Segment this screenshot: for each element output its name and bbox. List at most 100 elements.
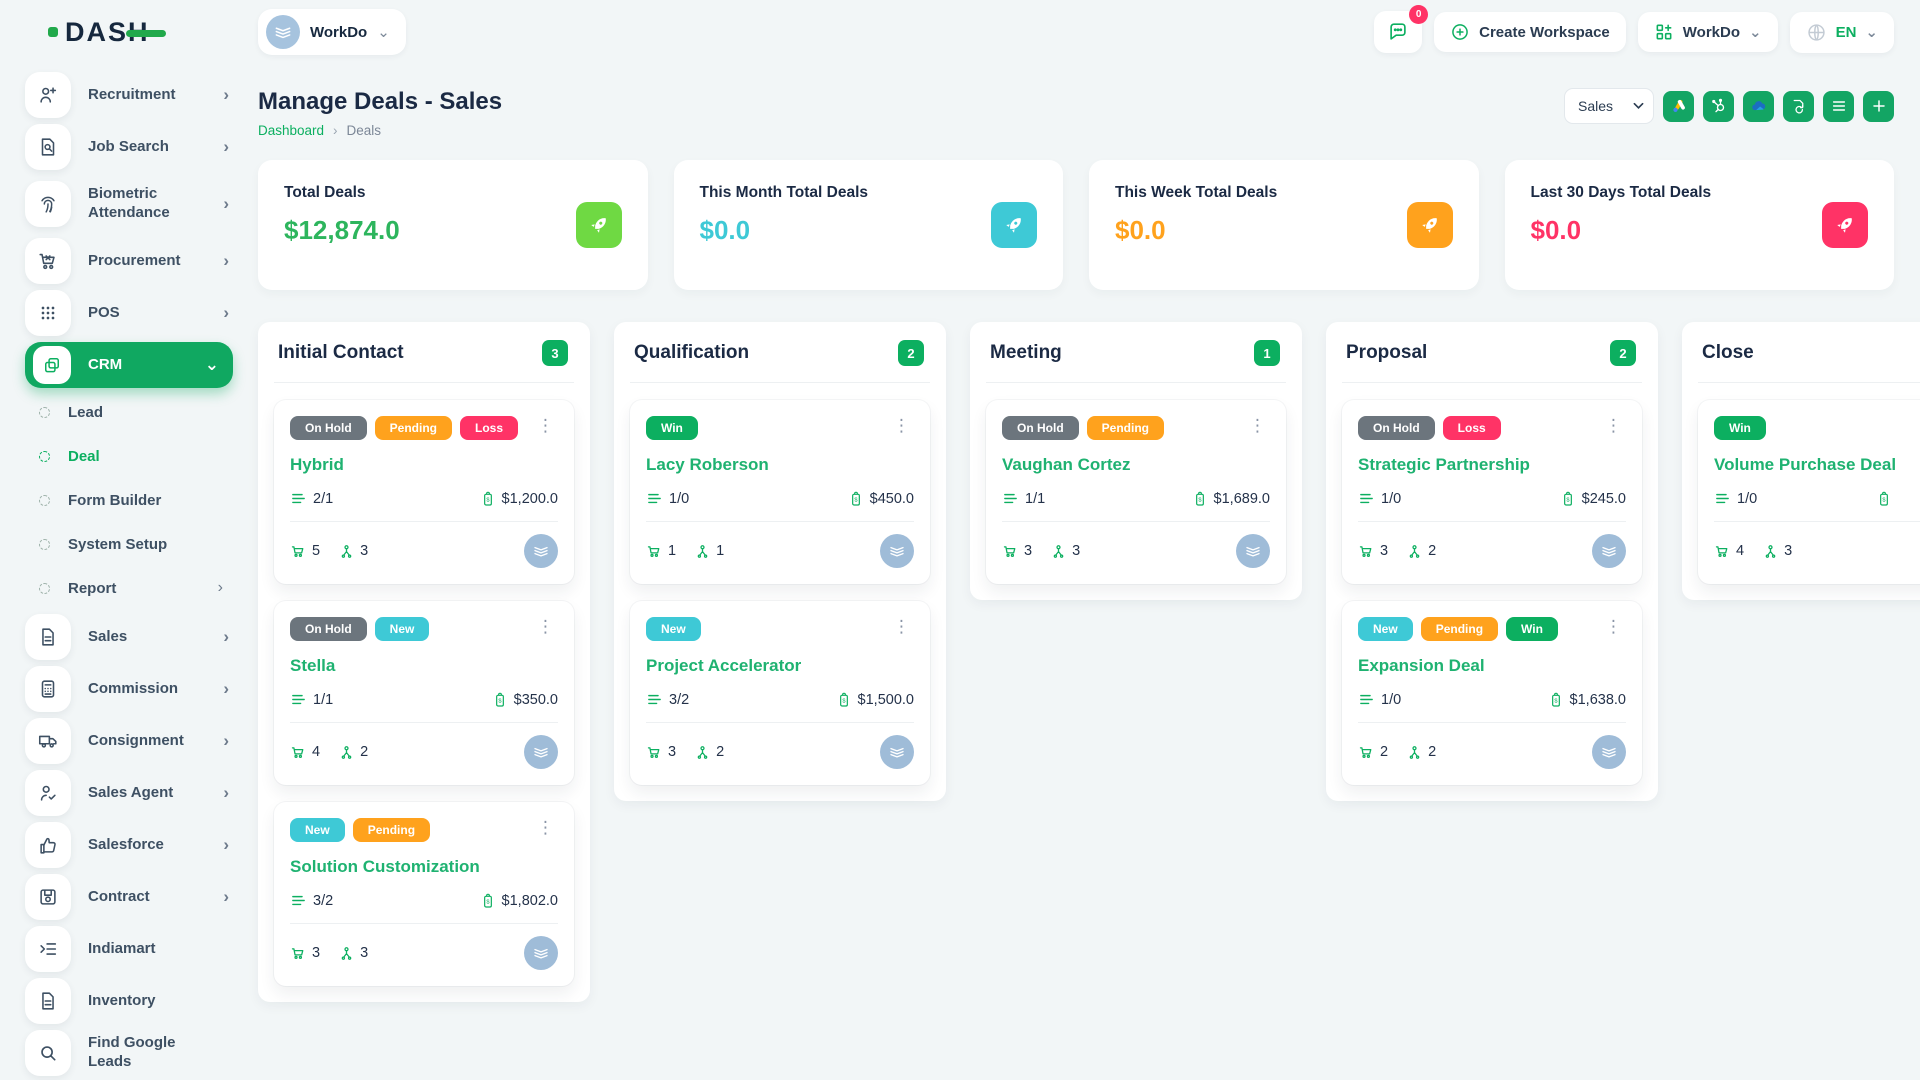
sidebar-item-commission[interactable]: Commission › [25,666,233,712]
sidebar-item-sales-agent[interactable]: Sales Agent › [25,770,233,816]
column-count-badge: 3 [542,340,568,366]
card-menu-button[interactable]: ⋮ [1605,617,1622,636]
logo-dash-bar [125,29,166,37]
sidebar-item-job-search[interactable]: Job Search › [25,124,233,170]
deal-value: $1,802.0 [501,892,558,909]
workspace-switcher[interactable]: WorkDo ⌄ [258,9,406,55]
deal-title-link[interactable]: Expansion Deal [1358,656,1485,675]
deal-title-link[interactable]: Lacy Roberson [646,455,769,474]
card-menu-button[interactable]: ⋮ [893,617,910,636]
sidebar-item-consignment[interactable]: Consignment › [25,718,233,764]
tasks-icon [1360,493,1373,504]
deal-products-count: 4 [1736,543,1745,559]
svg-text:$: $ [1882,497,1886,503]
deal-tasks-count: 3/2 [669,691,690,708]
users-icon [1409,544,1420,558]
sidebar-subitem-report[interactable]: Report › [39,570,233,606]
workdo-apps-menu[interactable]: WorkDo ⌄ [1637,12,1778,52]
card-menu-button[interactable]: ⋮ [537,617,554,636]
sidebar-item-procurement[interactable]: Procurement › [25,238,233,284]
deal-users-count: 2 [360,744,369,760]
deal-card[interactable]: Win ⋮ Lacy Roberson 1/0 $ $450.0 1 1 [630,400,930,584]
sidebar-item-inventory[interactable]: Inventory [25,978,233,1024]
deal-card[interactable]: New Pending Win ⋮ Expansion Deal 1/0 $ $1… [1342,601,1642,785]
onedrive-button[interactable] [1743,90,1774,122]
sidebar-item-crm[interactable]: CRM ⌄ [25,342,233,388]
sidebar-subitem-lead[interactable]: Lead [39,394,233,430]
deal-card[interactable]: New ⋮ Project Accelerator 3/2 $ $1,500.0 … [630,601,930,785]
sidebar-item-contract[interactable]: Contract › [25,874,233,920]
main-content: Manage Deals - Sales Dashboard › Deals S… [258,64,1920,1080]
deal-card[interactable]: On Hold Pending ⋮ Vaughan Cortez 1/1 $ $1… [986,400,1286,584]
calculator-icon [25,666,71,712]
sidebar-item-salesforce[interactable]: Salesforce › [25,822,233,868]
card-menu-button[interactable]: ⋮ [537,818,554,837]
deal-users-count: 2 [1428,543,1437,559]
breadcrumb-dashboard-link[interactable]: Dashboard [258,123,325,138]
pipeline-select[interactable]: Sales [1564,88,1654,124]
card-menu-button[interactable]: ⋮ [893,416,910,435]
add-deal-button[interactable] [1863,90,1894,122]
app-logo[interactable]: DASH [0,17,258,48]
deal-title-link[interactable]: Stella [290,656,336,675]
deal-title-link[interactable]: Solution Customization [290,857,480,876]
deal-card[interactable]: New Pending ⋮ Solution Customization 3/2… [274,802,574,986]
deal-title-link[interactable]: Vaughan Cortez [1002,455,1131,474]
page-title: Manage Deals - Sales [258,88,503,115]
pipeline-select-input[interactable]: Sales [1565,89,1653,123]
deal-title-link[interactable]: Strategic Partnership [1358,455,1530,474]
stat-value: $0.0 [699,215,751,245]
deal-status-tag: Pending [374,416,453,440]
sidebar-subitem-system-setup[interactable]: System Setup [39,526,233,562]
deal-title-link[interactable]: Hybrid [290,455,344,474]
sidebar-item-recruitment[interactable]: Recruitment › [25,72,233,118]
chevron-down-icon: ⌄ [377,23,390,41]
sidebar-item-biometric-attendance[interactable]: Biometric Attendance › [25,176,233,232]
messages-button[interactable]: 0 [1374,5,1429,53]
stat-label: Last 30 Days Total Deals [1530,184,1712,201]
sidebar-subitem-label: Report [68,579,117,597]
svg-text:$: $ [486,497,490,503]
stat-card-total-deals: Total Deals $12,874.0 [258,160,648,290]
sidebar-subitem-deal[interactable]: Deal [39,438,233,474]
deal-status-tag: On Hold [1002,416,1079,440]
price-tag-icon: $ [851,491,860,506]
svg-text:$: $ [1566,497,1570,503]
stat-card-week-deals: This Week Total Deals $0.0 [1089,160,1479,290]
deal-title-link[interactable]: Project Accelerator [646,656,802,675]
sidebar-item-find-google-leads[interactable]: Find Google Leads [25,1030,233,1076]
sidebar-item-pos[interactable]: POS › [25,290,233,336]
deal-card[interactable]: On Hold New ⋮ Stella 1/1 $ $350.0 4 2 [274,601,574,785]
create-workspace-button[interactable]: Create Workspace [1434,12,1626,52]
rocket-icon [1406,202,1453,248]
layers-icon [534,948,548,959]
deal-title-link[interactable]: Volume Purchase Deal [1714,455,1897,474]
card-menu-button[interactable]: ⋮ [1249,416,1266,435]
deal-card[interactable]: Win ⋮ Volume Purchase Deal 1/0 $ 4 3 [1698,400,1920,584]
sidebar-item-sales[interactable]: Sales › [25,614,233,660]
cart-icon [291,545,304,557]
deal-products-count: 2 [1380,744,1389,760]
deal-products-count: 3 [1024,543,1033,559]
layers-icon [1602,546,1616,557]
sidebar-item-indiamart[interactable]: Indiamart [25,926,233,972]
deal-users-count: 2 [1428,744,1437,760]
google-ads-button[interactable] [1663,90,1694,122]
form-builder-button[interactable] [1783,90,1814,122]
deal-value: $1,689.0 [1213,490,1270,507]
card-menu-button[interactable]: ⋮ [537,416,554,435]
column-title: Meeting [990,342,1062,363]
language-selector[interactable]: EN ⌄ [1789,11,1894,53]
deal-card[interactable]: On Hold Pending Loss ⋮ Hybrid 2/1 $ $1,20… [274,400,574,584]
list-view-button[interactable] [1823,90,1854,122]
deal-card[interactable]: On Hold Loss ⋮ Strategic Partnership 1/0… [1342,400,1642,584]
deal-products-count: 3 [312,945,321,961]
deal-users-count: 3 [1072,543,1081,559]
deal-tasks-count: 1/0 [1737,490,1758,507]
hubspot-button[interactable] [1703,90,1734,122]
search-icon [25,1030,71,1076]
svg-text:$: $ [842,698,846,704]
rocket-icon [575,202,622,248]
card-menu-button[interactable]: ⋮ [1605,416,1622,435]
sidebar-subitem-form-builder[interactable]: Form Builder [39,482,233,518]
